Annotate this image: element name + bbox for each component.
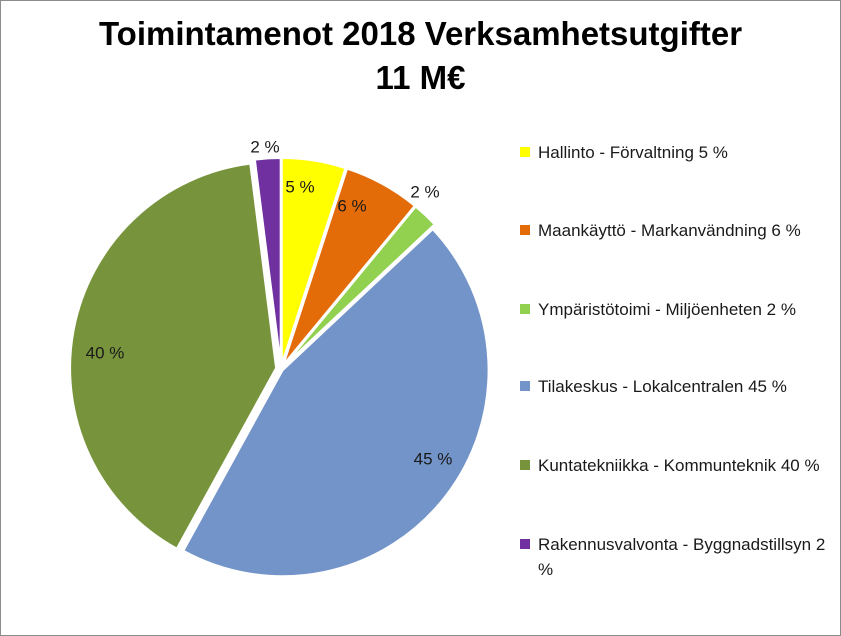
legend-item: Rakennusvalvonta - Byggnadstillsyn 2 % [520, 532, 830, 582]
chart-title: Toimintamenot 2018 Verksamhetsutgifter [98, 15, 743, 52]
legend-swatch [520, 460, 530, 470]
legend-swatch [520, 225, 530, 235]
legend-swatch [520, 304, 530, 314]
legend-label: Tilakeskus - Lokalcentralen 45 % [538, 377, 787, 396]
legend-swatch [520, 381, 530, 391]
chart-subtitle: 11 M€ [375, 59, 466, 96]
legend-item: Ympäristötoimi - Miljöenheten 2 % [520, 297, 830, 322]
legend-swatch [520, 147, 530, 157]
legend-label: Hallinto - Förvaltning 5 % [538, 143, 728, 162]
pie-slice [253, 157, 282, 365]
legend-label: Kuntatekniikka - Kommunteknik 40 % [538, 456, 820, 475]
pie-slice [69, 162, 278, 550]
chart-title-block: Toimintamenot 2018 Verksamhetsutgifter 1… [0, 12, 841, 100]
data-label: 40 % [86, 343, 125, 362]
data-label: 45 % [414, 449, 453, 468]
legend-label: Maankäyttö - Markanvändning 6 % [538, 221, 801, 240]
pie-slice [282, 167, 417, 366]
data-label: 2 % [250, 137, 279, 156]
data-label: 6 % [337, 196, 366, 215]
pie-slice [181, 227, 490, 578]
legend-label: Rakennusvalvonta - Byggnadstillsyn 2 % [538, 535, 826, 579]
data-label: 5 % [285, 177, 314, 196]
pie-slice [283, 205, 437, 367]
legend-swatch [520, 539, 530, 549]
data-label: 2 % [410, 182, 439, 201]
legend-item: Maankäyttö - Markanvändning 6 % [520, 218, 830, 243]
legend-item: Hallinto - Förvaltning 5 % [520, 140, 830, 165]
legend-item: Kuntatekniikka - Kommunteknik 40 % [520, 453, 830, 478]
legend-item: Tilakeskus - Lokalcentralen 45 % [520, 374, 830, 399]
pie-slice [280, 157, 347, 365]
legend-label: Ympäristötoimi - Miljöenheten 2 % [538, 300, 796, 319]
